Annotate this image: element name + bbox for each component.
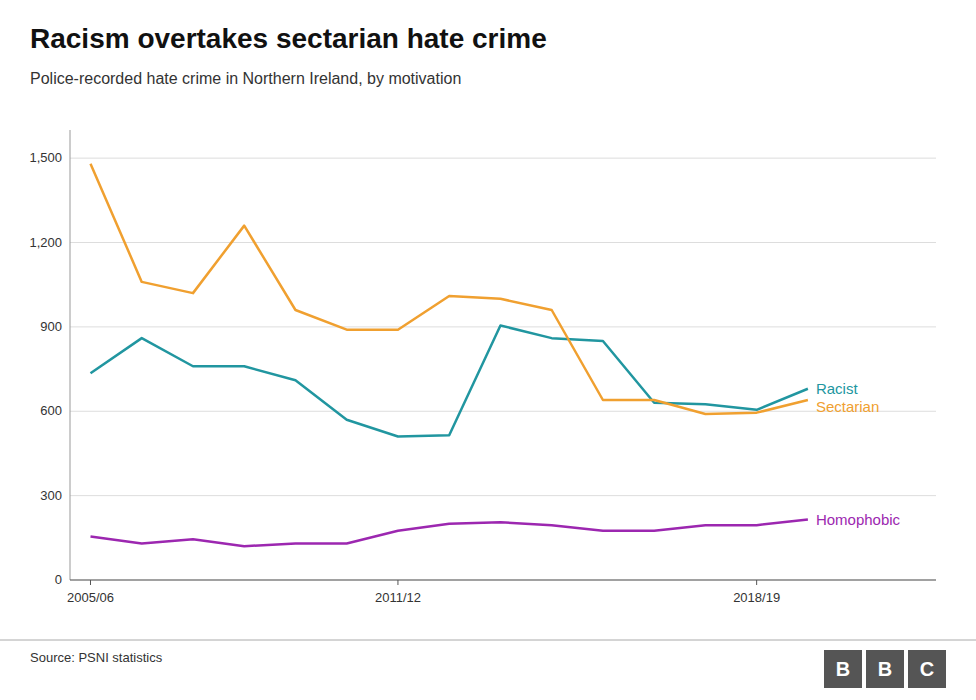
grid bbox=[70, 158, 936, 580]
source: Source: PSNI statistics bbox=[30, 650, 163, 665]
grid-line bbox=[70, 242, 936, 243]
x-tick-label: 2018/19 bbox=[733, 590, 780, 605]
x-tick-label: 2005/06 bbox=[67, 590, 114, 605]
logo-letter: C bbox=[920, 658, 934, 680]
series-line bbox=[91, 325, 808, 436]
subtitle: Police-recorded hate crime in Northern I… bbox=[30, 70, 461, 87]
x-tick bbox=[756, 580, 757, 585]
logo-box bbox=[908, 650, 946, 688]
grid-line bbox=[70, 580, 936, 581]
grid-line bbox=[70, 158, 936, 159]
series-label: Racist bbox=[816, 380, 859, 397]
y-tick-label: 1,500 bbox=[29, 150, 62, 165]
x-tick-label: 2011/12 bbox=[375, 590, 421, 605]
logo-box bbox=[824, 650, 862, 688]
x-axis-line bbox=[70, 580, 936, 581]
x-tick bbox=[397, 580, 398, 585]
y-tick-label: 300 bbox=[40, 488, 62, 503]
series-line bbox=[91, 164, 808, 414]
y-tick-label: 600 bbox=[40, 403, 62, 418]
y-tick-label: 1,200 bbox=[29, 235, 62, 250]
chart: Racism overtakes sectarian hate crime Pol… bbox=[0, 0, 976, 700]
title: Racism overtakes sectarian hate crime bbox=[30, 23, 547, 54]
x-tick bbox=[90, 580, 91, 585]
series-label: Sectarian bbox=[816, 398, 879, 415]
logo-box bbox=[866, 650, 904, 688]
separator bbox=[0, 640, 976, 641]
grid-line bbox=[70, 495, 936, 496]
series-label: Homophobic bbox=[816, 511, 901, 528]
series-line bbox=[91, 520, 808, 547]
grid-line bbox=[70, 411, 936, 412]
y-tick-label: 900 bbox=[40, 319, 62, 334]
logo-letter: B bbox=[836, 658, 850, 680]
logo-letter: B bbox=[878, 658, 892, 680]
lines bbox=[91, 164, 808, 547]
y-tick-label: 0 bbox=[55, 572, 62, 587]
y-axis-line bbox=[70, 130, 71, 580]
